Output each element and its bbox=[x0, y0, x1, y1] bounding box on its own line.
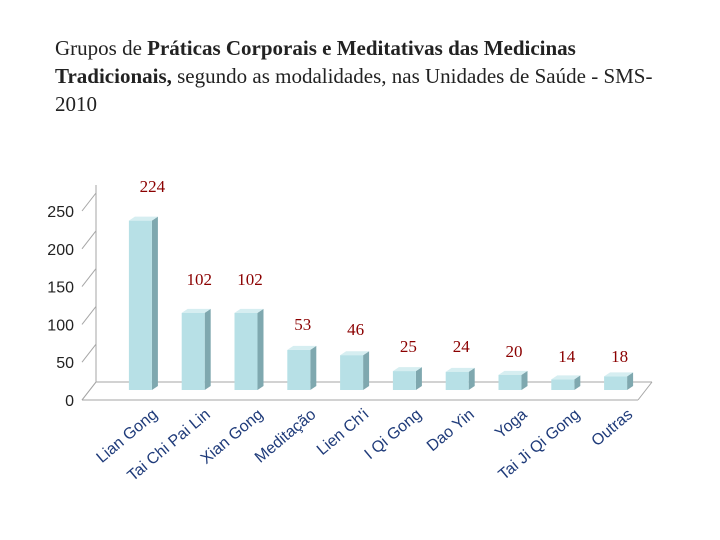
bar-side bbox=[204, 308, 211, 390]
data-label-xian-gong: 102 bbox=[237, 270, 263, 289]
bar-lian-gong bbox=[128, 216, 158, 390]
bar-side bbox=[363, 351, 370, 390]
bar-tai-ji-qi-gong bbox=[551, 375, 581, 390]
y-tick-label-100: 100 bbox=[47, 317, 74, 334]
y-tick-label-0: 0 bbox=[65, 393, 74, 410]
bar-front bbox=[498, 374, 522, 390]
data-label-lian-gong: 224 bbox=[140, 177, 166, 196]
data-label-outras: 18 bbox=[611, 347, 628, 366]
bar-outras bbox=[604, 372, 634, 390]
y-tick-label-50: 50 bbox=[56, 355, 74, 372]
data-label-meditacao: 53 bbox=[294, 315, 311, 334]
bar-side bbox=[627, 372, 634, 390]
bar-top bbox=[340, 351, 370, 356]
category-label-outras: Outras bbox=[588, 406, 636, 450]
data-label-lien-ch-i: 46 bbox=[347, 320, 364, 339]
bar-side bbox=[151, 216, 158, 390]
category-label-dao-yin: Dao Yin bbox=[424, 406, 478, 455]
data-label-yoga: 20 bbox=[506, 342, 523, 361]
bar-front bbox=[445, 371, 469, 390]
title-part-2: Práticas Corporais e Meditativas das Med… bbox=[55, 36, 576, 88]
bar-top bbox=[392, 367, 422, 372]
y-tick-label-200: 200 bbox=[47, 242, 74, 259]
data-label-tai-chi-pai-lin: 102 bbox=[186, 270, 212, 289]
y-tick-mark bbox=[81, 381, 97, 401]
y-tick-mark bbox=[81, 268, 97, 287]
category-label-yoga: Yoga bbox=[492, 406, 531, 442]
bar-xian-gong bbox=[234, 308, 264, 390]
bar-side bbox=[257, 308, 264, 390]
bar-front bbox=[392, 371, 416, 390]
bar-front bbox=[234, 312, 258, 390]
data-label-tai-ji-qi-gong: 14 bbox=[558, 347, 576, 366]
chart-title: Grupos de Práticas Corporais e Meditativ… bbox=[55, 34, 695, 118]
bar-front bbox=[604, 376, 628, 390]
y-axis-ticks: 0 50 100 150 200 250 bbox=[47, 192, 97, 410]
title-part-1: Grupos de bbox=[55, 36, 148, 60]
data-label-i-qi-gong: 25 bbox=[400, 337, 417, 356]
bars bbox=[128, 216, 634, 390]
bar-side bbox=[521, 370, 528, 390]
y-tick-mark bbox=[81, 343, 97, 363]
bar-top bbox=[498, 370, 528, 375]
y-tick-label-250: 250 bbox=[47, 204, 74, 221]
bar-side bbox=[415, 367, 422, 390]
bar-front bbox=[181, 312, 205, 390]
bar-top bbox=[604, 372, 634, 377]
bar-meditacao bbox=[287, 345, 317, 390]
y-tick-label-150: 150 bbox=[47, 280, 74, 297]
y-tick-mark bbox=[81, 230, 97, 250]
bar-front bbox=[287, 349, 311, 390]
y-tick-mark bbox=[81, 192, 97, 212]
data-label-dao-yin: 24 bbox=[453, 337, 471, 356]
category-label-i-qi-gong: I Qi Gong bbox=[362, 406, 425, 463]
bar-dao-yin bbox=[445, 367, 475, 390]
bar-lien-ch-i bbox=[340, 351, 370, 390]
bar-side bbox=[310, 345, 317, 390]
data-labels: 224 102 102 53 46 25 24 20 14 18 bbox=[140, 177, 628, 366]
bar-top bbox=[287, 345, 317, 350]
bar-front bbox=[551, 379, 575, 390]
bar-top bbox=[128, 216, 158, 221]
bar-yoga bbox=[498, 370, 528, 390]
bar-i-qi-gong bbox=[392, 367, 422, 390]
bar-top bbox=[551, 375, 581, 380]
bar-top bbox=[181, 308, 211, 313]
title-part-3: segundo as modalidades, nas Unidades de … bbox=[55, 64, 653, 116]
bar-front bbox=[340, 355, 364, 390]
y-tick-mark bbox=[81, 306, 97, 325]
bar-top bbox=[234, 308, 264, 313]
bar-side bbox=[468, 367, 475, 390]
bar-top bbox=[445, 367, 475, 372]
floor-right-edge bbox=[637, 381, 653, 401]
bar-front bbox=[128, 220, 152, 390]
bar-tai-chi-pai-lin bbox=[181, 308, 211, 390]
bar-side bbox=[574, 375, 581, 390]
